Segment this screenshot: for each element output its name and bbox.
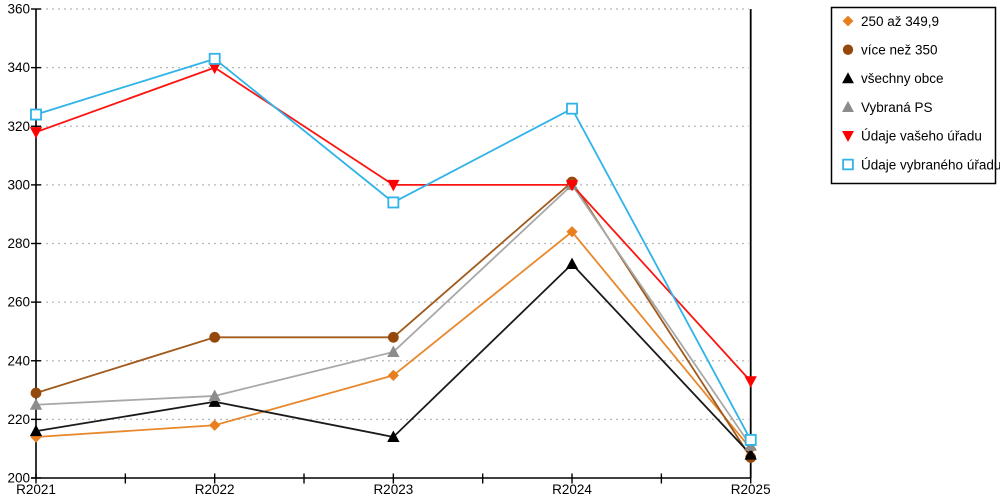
y-tick-label: 300 bbox=[7, 177, 30, 192]
y-tick-label: 360 bbox=[7, 2, 30, 17]
series-line-5 bbox=[35, 57, 752, 441]
legend-item-label: Údaje vašeho úřadu bbox=[861, 129, 982, 144]
y-tick-label: 340 bbox=[7, 60, 30, 75]
legend-item-label: všechny obce bbox=[861, 71, 944, 86]
y-tick-label: 260 bbox=[7, 295, 30, 310]
y-tick-label: 220 bbox=[7, 412, 30, 427]
legend-item-1: více než 350 bbox=[842, 43, 938, 58]
series-markers-4 bbox=[29, 62, 757, 388]
legend-item-5: Údaje vybraného úřadu bbox=[842, 157, 1000, 172]
legend-item-3: Vybraná PS bbox=[842, 100, 933, 115]
series-markers bbox=[29, 52, 757, 463]
legend-item-4: Údaje vašeho úřadu bbox=[842, 129, 982, 144]
y-tick-label: 280 bbox=[7, 236, 30, 251]
legend-item-2: všechny obce bbox=[842, 71, 944, 86]
series-markers-2 bbox=[29, 257, 757, 460]
triangle-up-icon bbox=[842, 100, 854, 112]
x-tick-label: R2021 bbox=[16, 482, 56, 497]
y-tick-label: 200 bbox=[7, 471, 30, 486]
axes bbox=[31, 8, 752, 484]
legend: 250 až 349,9 více než 350 všechny obce Vybr… bbox=[830, 6, 1000, 185]
x-tick-label: R2024 bbox=[552, 482, 592, 497]
series-lines bbox=[35, 57, 752, 458]
x-tick-label: R2023 bbox=[373, 482, 413, 497]
series-line-3 bbox=[35, 183, 752, 447]
x-axis-tick-labels: R2021 R2022 R2023 R2024 R2025 bbox=[16, 482, 770, 497]
y-axis-tick-labels: 200 220 240 260 280 300 320 340 360 bbox=[7, 2, 30, 486]
legend-item-label: více než 350 bbox=[861, 43, 938, 58]
square-open-icon bbox=[842, 158, 854, 171]
legend-item-label: 250 až 349,9 bbox=[861, 14, 939, 29]
legend-box bbox=[830, 6, 997, 185]
triangle-up-icon bbox=[842, 72, 854, 84]
circle-icon bbox=[842, 44, 854, 55]
x-tick-label: R2025 bbox=[731, 482, 771, 497]
diamond-icon bbox=[842, 15, 854, 27]
triangle-down-icon bbox=[842, 130, 854, 143]
series-markers-5 bbox=[30, 52, 757, 446]
y-tick-label: 320 bbox=[7, 119, 30, 134]
legend-item-0: 250 až 349,9 bbox=[842, 14, 939, 29]
series-markers-3 bbox=[29, 178, 757, 451]
legend-item-label: Údaje vybraného úřadu bbox=[861, 157, 1000, 172]
legend-item-label: Vybraná PS bbox=[861, 100, 933, 115]
y-tick-label: 240 bbox=[7, 353, 30, 368]
x-tick-label: R2022 bbox=[195, 482, 235, 497]
